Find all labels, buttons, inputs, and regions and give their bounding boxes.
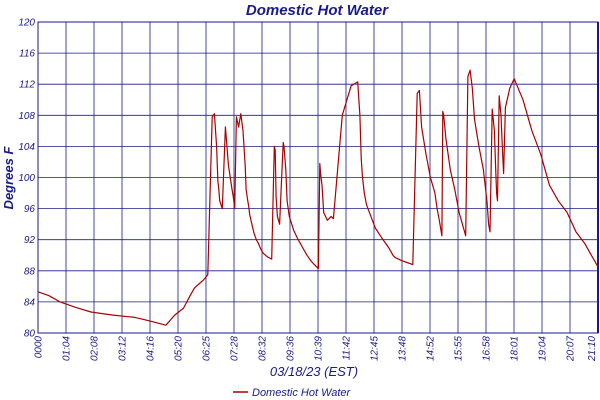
x-tick-label: 08:32 [258,336,269,361]
x-tick-label: 10:39 [314,336,325,361]
y-tick-label: 116 [19,49,35,60]
legend-label: Domestic Hot Water [252,387,352,399]
x-axis-label: 03/18/23 (EST) [270,364,358,379]
x-tick-label: 03:12 [118,336,129,361]
x-tick-label: 13:48 [398,336,409,361]
chart-title: Domestic Hot Water [246,2,389,19]
y-tick-label: 88 [24,266,36,277]
x-tick-label: 06:25 [202,336,213,361]
y-axis-label: Degrees F [1,146,16,210]
y-axis-ticks: 80 84 88 92 96 100 104 108 112 116 120 [18,18,35,340]
y-tick-label: 96 [24,204,36,215]
y-tick-label: 104 [18,142,35,153]
x-tick-label: 09:36 [286,336,297,361]
x-tick-label: 02:08 [90,336,101,361]
x-tick-label: 12:45 [370,336,381,361]
x-tick-label: 11:42 [342,336,353,361]
x-tick-label: 05:20 [174,336,185,361]
y-tick-label: 112 [19,80,35,91]
y-tick-label: 108 [18,111,35,122]
x-tick-label: 0000 [34,336,45,359]
legend: Domestic Hot Water [233,387,352,399]
series-line-domestic-hot-water [37,69,599,326]
x-tick-label: 19:04 [538,336,549,361]
x-tick-label: 04:16 [146,336,157,361]
x-tick-label: 21:10 [587,336,598,362]
x-tick-label: 18:01 [510,336,521,361]
gridlines [37,21,599,334]
x-tick-label: 20:07 [566,336,577,362]
x-tick-label: 14:52 [426,336,437,361]
x-tick-label: 07:28 [230,336,241,361]
x-tick-label: 01:04 [62,336,73,361]
y-tick-label: 120 [18,18,35,29]
x-axis-ticks: 0000 01:04 02:08 03:12 04:16 05:20 06:25 07:28 0… [34,336,599,362]
x-tick-label: 16:58 [482,336,493,361]
x-tick-label: 15:55 [454,336,465,361]
y-tick-label: 84 [24,297,36,308]
y-tick-label: 100 [18,173,35,184]
y-tick-label: 80 [24,329,36,340]
y-tick-label: 92 [24,235,36,246]
